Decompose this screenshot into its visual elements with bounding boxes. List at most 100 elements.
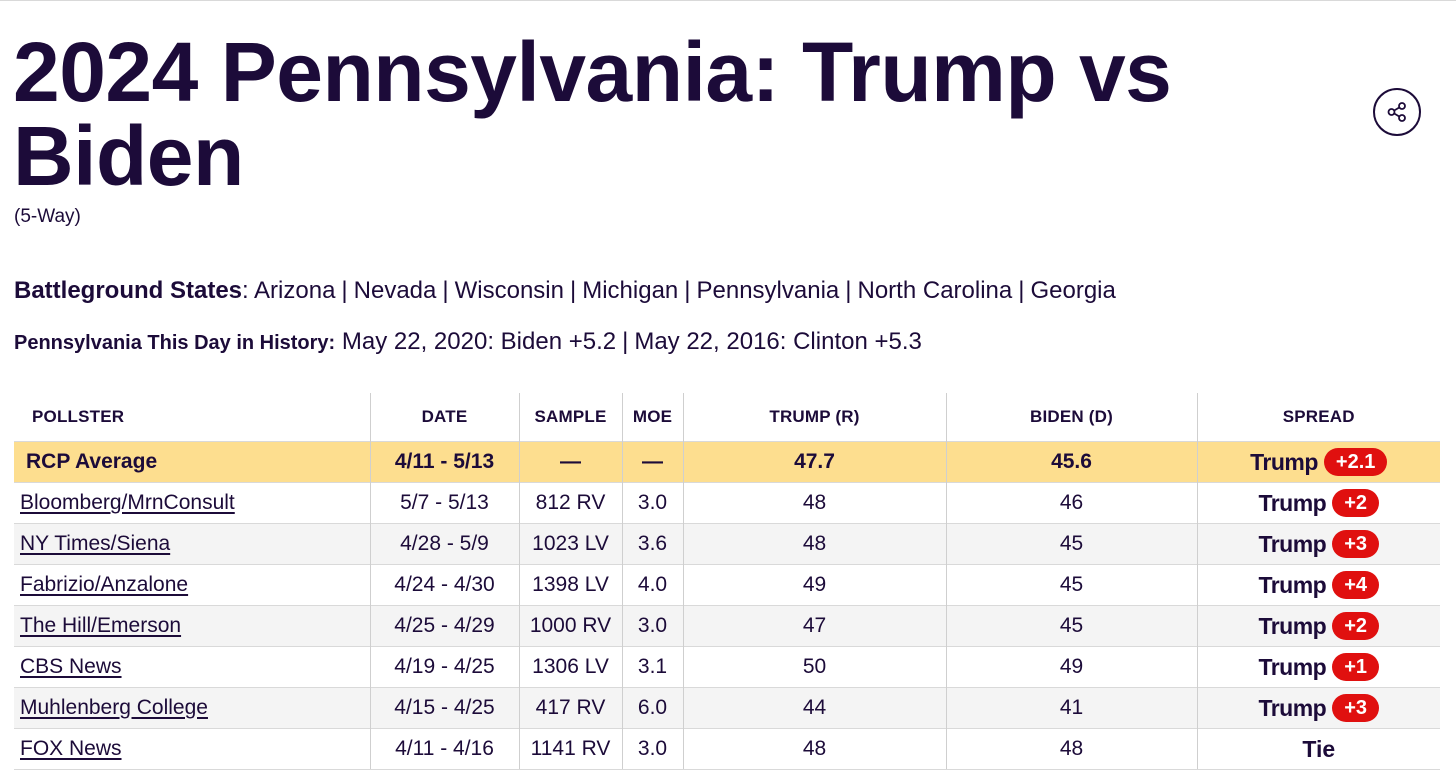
pollster-cell: The Hill/Emerson bbox=[14, 605, 370, 647]
header-date[interactable]: DATE bbox=[369, 393, 519, 442]
trump-cell: 48 bbox=[682, 523, 946, 565]
header-spread[interactable]: SPREAD bbox=[1196, 393, 1440, 442]
history-entry-2016: May 22, 2016: Clinton +5.3 bbox=[634, 328, 922, 355]
moe-cell: — bbox=[621, 441, 683, 483]
moe-cell: 4.0 bbox=[621, 564, 683, 606]
date-cell: 5/7 - 5/13 bbox=[369, 482, 519, 524]
table-row: FOX News 4/11 - 4/16 1141 RV 3.0 48 48 T… bbox=[14, 728, 1440, 770]
pollster-link[interactable]: Fabrizio/Anzalone bbox=[20, 573, 189, 596]
trump-cell: 48 bbox=[682, 728, 946, 770]
pollster-link[interactable]: NY Times/Siena bbox=[20, 532, 171, 555]
spread-cell: Trump +3 bbox=[1196, 687, 1440, 729]
spread-cell: Trump +4 bbox=[1196, 564, 1440, 606]
sample-cell: 1141 RV bbox=[518, 728, 622, 770]
trump-cell: 50 bbox=[682, 646, 946, 688]
pollster-cell: CBS News bbox=[14, 646, 370, 688]
header-trump[interactable]: TRUMP (R) bbox=[682, 393, 946, 442]
separator: | bbox=[341, 277, 348, 304]
pollster-link[interactable]: Muhlenberg College bbox=[20, 696, 208, 719]
state-link-north-carolina[interactable]: North Carolina bbox=[857, 277, 1013, 304]
date-cell: 4/24 - 4/30 bbox=[369, 564, 519, 606]
spread-badge: +2 bbox=[1332, 612, 1380, 640]
spread-cell: Trump +3 bbox=[1196, 523, 1440, 565]
sample-cell: 812 RV bbox=[518, 482, 622, 524]
spread-winner: Trump bbox=[1258, 694, 1327, 721]
separator: | bbox=[569, 277, 577, 304]
spread-winner: Trump bbox=[1258, 530, 1327, 557]
header-pollster[interactable]: POLLSTER bbox=[32, 407, 125, 426]
battleground-colon: : bbox=[242, 277, 255, 304]
pollster-link[interactable]: Bloomberg/MrnConsult bbox=[20, 491, 235, 514]
share-button[interactable] bbox=[1373, 88, 1421, 136]
state-link-pennsylvania[interactable]: Pennsylvania bbox=[696, 277, 840, 304]
date-cell: 4/11 - 4/16 bbox=[369, 728, 519, 770]
spread-tie: Tie bbox=[1302, 735, 1336, 762]
pollster-link[interactable]: FOX News bbox=[20, 737, 122, 760]
spread-cell: Trump +2.1 bbox=[1196, 441, 1440, 483]
sample-cell: 1000 RV bbox=[518, 605, 622, 647]
table-row: The Hill/Emerson 4/25 - 4/29 1000 RV 3.0… bbox=[14, 605, 1440, 647]
biden-cell: 49 bbox=[945, 646, 1197, 688]
separator: | bbox=[1018, 277, 1025, 304]
header-biden[interactable]: BIDEN (D) bbox=[945, 393, 1197, 442]
state-link-michigan[interactable]: Michigan bbox=[582, 277, 679, 304]
biden-cell: 41 bbox=[945, 687, 1197, 729]
pollster-cell: NY Times/Siena bbox=[14, 523, 370, 565]
date-cell: 4/11 - 5/13 bbox=[369, 441, 519, 483]
state-link-nevada[interactable]: Nevada bbox=[353, 277, 437, 304]
date-cell: 4/25 - 4/29 bbox=[369, 605, 519, 647]
spread-cell: Tie bbox=[1196, 728, 1440, 770]
pollster-link[interactable]: The Hill/Emerson bbox=[20, 614, 182, 637]
pollster-cell: Bloomberg/MrnConsult bbox=[14, 482, 370, 524]
battleground-label: Battleground States bbox=[14, 277, 243, 304]
pollster-link[interactable]: CBS News bbox=[20, 655, 122, 678]
trump-cell: 48 bbox=[682, 482, 946, 524]
biden-cell: 45 bbox=[945, 523, 1197, 565]
biden-cell: 45 bbox=[945, 605, 1197, 647]
separator: | bbox=[684, 277, 691, 304]
battleground-states: Battleground States: Arizona | Nevada | Wisc… bbox=[14, 276, 1116, 306]
table-row: Bloomberg/MrnConsult 5/7 - 5/13 812 RV 3… bbox=[14, 482, 1440, 524]
moe-cell: 6.0 bbox=[621, 687, 683, 729]
top-divider bbox=[0, 0, 1456, 1]
spread-badge: +4 bbox=[1332, 571, 1380, 599]
spread-winner: Trump bbox=[1258, 653, 1327, 680]
table-row: Fabrizio/Anzalone 4/24 - 4/30 1398 LV 4.… bbox=[14, 564, 1440, 606]
pollster-cell: Fabrizio/Anzalone bbox=[14, 564, 370, 606]
biden-cell: 45 bbox=[945, 564, 1197, 606]
spread-badge: +3 bbox=[1332, 530, 1380, 558]
biden-cell: 46 bbox=[945, 482, 1197, 524]
header-sample[interactable]: SAMPLE bbox=[518, 393, 622, 442]
moe-cell: 3.6 bbox=[621, 523, 683, 565]
header-moe[interactable]: MOE bbox=[621, 393, 683, 442]
separator: | bbox=[845, 277, 852, 304]
biden-cell: 48 bbox=[945, 728, 1197, 770]
state-link-wisconsin[interactable]: Wisconsin bbox=[454, 277, 564, 304]
state-link-georgia[interactable]: Georgia bbox=[1030, 277, 1116, 304]
pollster-cell: Muhlenberg College bbox=[14, 687, 370, 729]
moe-cell: 3.0 bbox=[621, 482, 683, 524]
date-cell: 4/19 - 4/25 bbox=[369, 646, 519, 688]
table-header-row: POLLSTER DATE SAMPLE MOE TRUMP (R) BIDEN… bbox=[14, 393, 1440, 442]
history-label: Pennsylvania This Day in History: bbox=[14, 332, 336, 354]
spread-winner: Trump bbox=[1258, 489, 1327, 516]
sample-cell: 417 RV bbox=[518, 687, 622, 729]
spread-cell: Trump +1 bbox=[1196, 646, 1440, 688]
table-row: NY Times/Siena 4/28 - 5/9 1023 LV 3.6 48… bbox=[14, 523, 1440, 565]
spread-cell: Trump +2 bbox=[1196, 605, 1440, 647]
table-row: Muhlenberg College 4/15 - 4/25 417 RV 6.… bbox=[14, 687, 1440, 729]
spread-badge: +1 bbox=[1332, 653, 1380, 681]
spread-badge: +3 bbox=[1332, 694, 1380, 722]
trump-cell: 47 bbox=[682, 605, 946, 647]
sample-cell: 1398 LV bbox=[518, 564, 622, 606]
history-entry-2020: May 22, 2020: Biden +5.2 bbox=[341, 328, 617, 355]
table-row: CBS News 4/19 - 4/25 1306 LV 3.1 50 49 T… bbox=[14, 646, 1440, 688]
biden-cell: 45.6 bbox=[945, 441, 1197, 483]
date-cell: 4/15 - 4/25 bbox=[369, 687, 519, 729]
trump-cell: 47.7 bbox=[682, 441, 946, 483]
moe-cell: 3.0 bbox=[621, 605, 683, 647]
share-icon bbox=[1387, 102, 1406, 122]
state-link-arizona[interactable]: Arizona bbox=[254, 277, 336, 304]
rcp-average-row: RCP Average 4/11 - 5/13 — — 47.7 45.6 Tr… bbox=[14, 441, 1440, 483]
pollster-cell: RCP Average bbox=[14, 441, 370, 483]
